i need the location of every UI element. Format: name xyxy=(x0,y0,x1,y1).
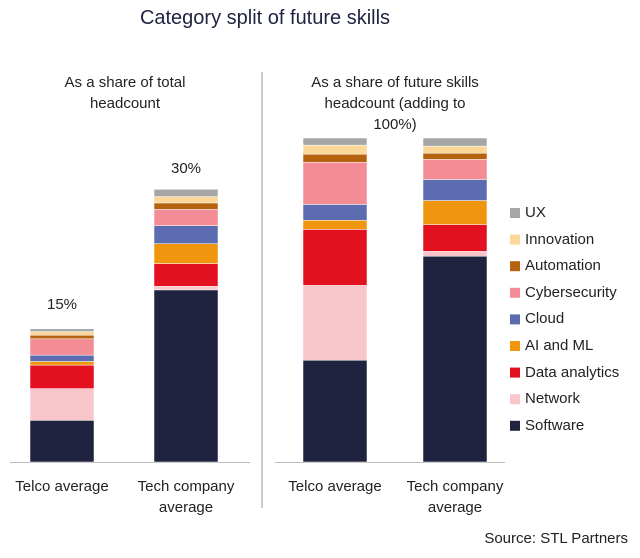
total-label: 30% xyxy=(170,160,202,178)
legend-swatch xyxy=(510,261,520,272)
legend-swatch xyxy=(510,394,520,405)
bar-segment xyxy=(302,144,368,155)
chart-title: Category split of future skills xyxy=(139,7,391,29)
bar-segment xyxy=(302,229,368,286)
legend-swatch xyxy=(510,234,520,245)
legend-label: Automation xyxy=(525,257,601,275)
bar-segment xyxy=(29,331,95,336)
bar-segment xyxy=(29,361,95,366)
legend-label: Network xyxy=(525,390,581,408)
bar-segment xyxy=(153,189,219,197)
bar-segment xyxy=(153,196,219,204)
bar-segment xyxy=(302,220,368,230)
legend-swatch xyxy=(510,314,520,325)
legend-label: UX xyxy=(525,204,546,221)
bar-segment xyxy=(422,200,488,225)
bar-segment xyxy=(29,338,95,356)
bar-segment xyxy=(422,251,488,257)
bar-segment xyxy=(422,179,488,201)
x-tick-label: Tech company average xyxy=(406,478,504,516)
bar-segment xyxy=(29,334,95,340)
legend-label: AI and ML xyxy=(525,337,594,354)
source: Source: STL Partners xyxy=(484,530,628,547)
bar-segment xyxy=(29,354,95,362)
bar-segment xyxy=(302,204,368,221)
bar-segment xyxy=(29,388,95,421)
legend-label: Software xyxy=(525,416,585,434)
bar-segment xyxy=(302,162,368,205)
bar-segment xyxy=(29,328,95,332)
bar-segment xyxy=(422,145,488,154)
bar-segment xyxy=(422,256,488,463)
bar-segment xyxy=(302,153,368,163)
legend-swatch xyxy=(510,287,520,298)
bar-segment xyxy=(153,289,219,463)
bar-segment xyxy=(153,225,219,244)
legend-swatch xyxy=(510,420,520,431)
legend-label: Cloud xyxy=(525,310,565,328)
x-tick-label: Tech company average xyxy=(137,478,235,516)
bar-segment xyxy=(422,224,488,252)
legend-swatch xyxy=(510,208,520,218)
panel-subtitle: As a share of total headcount xyxy=(64,74,186,112)
bar-segment xyxy=(422,137,488,147)
x-tick-label: Telco average xyxy=(15,478,109,495)
legend-label: Innovation xyxy=(525,230,595,248)
bar-segment xyxy=(153,202,219,210)
bar-segment xyxy=(153,263,219,287)
panel-subtitle: As a share of future skills headcount (a… xyxy=(311,74,479,133)
bar-segment xyxy=(302,137,368,146)
bar-segment xyxy=(302,285,368,361)
bar-segment xyxy=(422,152,488,160)
bar-segment xyxy=(153,286,219,291)
legend-swatch xyxy=(510,341,520,351)
bar-segment xyxy=(153,243,219,264)
total-label: 15% xyxy=(46,296,78,314)
bar-segment xyxy=(422,159,488,180)
bar-segment xyxy=(153,209,219,226)
bar-segment xyxy=(29,364,95,389)
legend-label: Cybersecurity xyxy=(525,283,617,301)
legend-swatch xyxy=(510,367,520,378)
x-tick-label: Telco average xyxy=(288,478,382,495)
bar-segment xyxy=(29,420,95,463)
legend-label: Data analytics xyxy=(525,363,620,381)
bar-segment xyxy=(302,360,368,463)
